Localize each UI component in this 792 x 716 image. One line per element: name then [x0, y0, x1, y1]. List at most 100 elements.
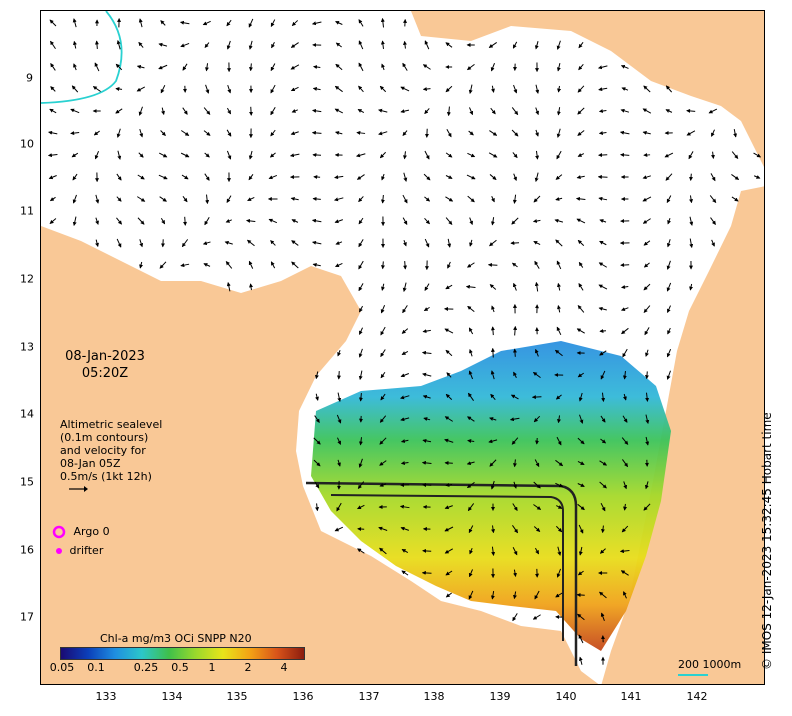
- velocity-arrow: [621, 87, 629, 91]
- velocity-arrow: [246, 218, 256, 223]
- velocity-arrow: [598, 87, 608, 92]
- velocity-arrow: [357, 108, 365, 114]
- velocity-arrow: [378, 108, 388, 113]
- velocity-arrow: [577, 239, 585, 247]
- velocity-arrow: [358, 62, 364, 72]
- velocity-arrow: [334, 526, 344, 532]
- velocity-arrow: [577, 570, 584, 576]
- velocity-arrow: [400, 439, 409, 443]
- velocity-arrow: [424, 196, 431, 202]
- velocity-arrow: [557, 546, 562, 556]
- velocity-arrow: [270, 129, 276, 137]
- velocity-arrow: [138, 18, 143, 28]
- velocity-arrow: [577, 437, 585, 445]
- velocity-arrow: [291, 109, 298, 113]
- info-line: 0.5m/s (1kt 12h): [60, 470, 152, 483]
- velocity-arrow: [466, 63, 475, 71]
- velocity-arrow: [270, 84, 276, 94]
- velocity-arrow: [158, 42, 168, 47]
- velocity-arrow: [512, 152, 518, 159]
- velocity-arrow: [555, 592, 563, 598]
- velocity-arrow: [357, 548, 365, 554]
- velocity-arrow: [621, 327, 629, 335]
- velocity-arrow: [421, 350, 432, 355]
- velocity-arrow: [270, 19, 276, 28]
- velocity-arrow: [403, 172, 408, 182]
- velocity-arrow: [249, 283, 254, 291]
- velocity-arrow: [491, 196, 495, 203]
- velocity-arrow: [556, 260, 562, 270]
- velocity-arrow: [94, 62, 100, 72]
- argo-circle-icon: [52, 525, 66, 539]
- velocity-arrow: [731, 174, 740, 180]
- velocity-scale-arrow-icon: [69, 486, 88, 492]
- velocity-arrow: [512, 547, 518, 556]
- velocity-arrow: [512, 459, 517, 468]
- velocity-arrow: [289, 153, 300, 158]
- velocity-arrow: [226, 107, 232, 115]
- velocity-arrow: [334, 219, 343, 224]
- velocity-arrow: [158, 174, 168, 180]
- velocity-arrow: [513, 84, 518, 94]
- velocity-arrow: [491, 546, 496, 556]
- velocity-arrow: [400, 86, 410, 92]
- velocity-arrow: [555, 197, 563, 201]
- velocity-arrow: [556, 150, 562, 160]
- velocity-arrow: [444, 416, 453, 422]
- velocity-arrow: [380, 17, 385, 28]
- velocity-arrow: [182, 63, 188, 71]
- velocity-arrow: [577, 461, 585, 465]
- velocity-arrow: [379, 85, 387, 93]
- velocity-arrow: [358, 458, 363, 468]
- velocity-arrow: [380, 261, 385, 270]
- map-date: 08-Jan-2023: [65, 349, 145, 364]
- velocity-arrow: [468, 327, 474, 335]
- velocity-arrow: [181, 130, 190, 136]
- velocity-arrow: [246, 239, 255, 247]
- velocity-arrow: [556, 40, 561, 50]
- velocity-arrow: [290, 131, 299, 136]
- velocity-arrow: [622, 370, 627, 380]
- velocity-arrow: [533, 481, 541, 489]
- y-tick: 14: [20, 407, 34, 421]
- velocity-arrow: [421, 570, 432, 575]
- velocity-arrow: [247, 197, 255, 201]
- velocity-arrow: [335, 241, 343, 245]
- velocity-arrow: [555, 174, 563, 180]
- velocity-arrow: [290, 64, 300, 70]
- velocity-arrow: [490, 326, 495, 336]
- velocity-arrow: [598, 262, 608, 268]
- velocity-arrow: [511, 437, 519, 445]
- velocity-arrow: [709, 195, 717, 204]
- velocity-arrow: [643, 305, 651, 313]
- velocity-arrow: [753, 152, 762, 158]
- drifter-track-2: [330, 494, 564, 641]
- velocity-arrow: [489, 174, 497, 180]
- velocity-arrow: [402, 130, 408, 136]
- velocity-arrow: [469, 548, 473, 555]
- velocity-arrow: [600, 438, 607, 444]
- velocity-arrow: [535, 107, 539, 116]
- velocity-arrow: [224, 240, 233, 245]
- velocity-arrow: [557, 85, 562, 93]
- velocity-arrow: [534, 172, 539, 182]
- velocity-arrow: [533, 504, 542, 510]
- y-tick: 12: [20, 272, 34, 286]
- velocity-arrow: [490, 370, 495, 380]
- velocity-arrow: [337, 459, 341, 467]
- velocity-arrow: [667, 327, 671, 335]
- velocity-arrow: [489, 239, 497, 247]
- velocity-arrow: [116, 196, 122, 202]
- velocity-arrow: [444, 526, 454, 532]
- velocity-arrow: [422, 548, 432, 553]
- velocity-arrow: [643, 262, 650, 268]
- velocity-arrow: [356, 130, 366, 135]
- velocity-arrow: [578, 63, 584, 71]
- x-tick: 141: [620, 690, 642, 703]
- velocity-arrow: [469, 107, 474, 116]
- velocity-arrow: [248, 150, 253, 160]
- velocity-arrow: [533, 415, 541, 423]
- velocity-arrow: [532, 371, 541, 379]
- velocity-arrow: [138, 152, 144, 158]
- velocity-arrow: [336, 414, 342, 424]
